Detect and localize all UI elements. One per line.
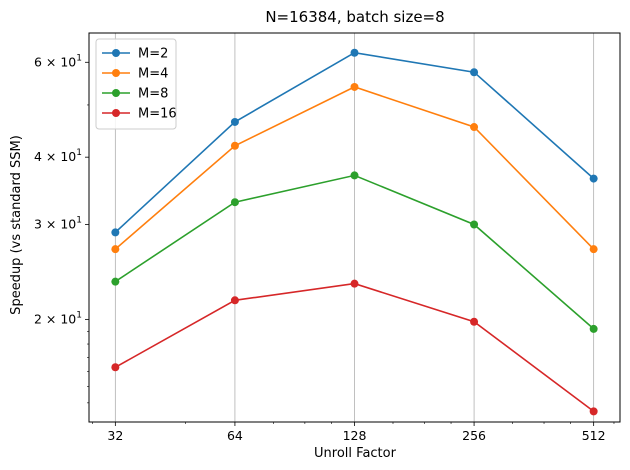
data-point — [470, 317, 479, 326]
legend-item[interactable]: M=8 — [102, 87, 168, 102]
legend-marker — [112, 89, 120, 97]
chart-title: N=16384, batch size=8 — [265, 8, 444, 26]
y-tick-label: 4 × 101 — [34, 148, 82, 164]
data-point — [350, 48, 359, 57]
y-axis-label: Speedup (vs standard SSM) — [9, 135, 24, 315]
data-point — [111, 228, 120, 237]
y-tick-label: 6 × 101 — [34, 53, 82, 69]
legend[interactable]: M=2 M=4 M=8 M=16 — [95, 38, 177, 130]
data-point — [350, 279, 359, 288]
legend-label: M=4 — [138, 67, 168, 82]
axis-ticks: 32 64 128 256 512 2 × 101 3 × 101 4 × 101 6 × 10… — [34, 53, 615, 443]
x-axis-label: Unroll Factor — [314, 446, 397, 461]
data-point — [350, 171, 359, 180]
x-tick-label: 128 — [343, 428, 367, 443]
x-tick-label: 64 — [227, 428, 243, 443]
legend-marker — [112, 109, 120, 117]
legend-label: M=2 — [138, 47, 168, 62]
data-point — [230, 296, 239, 305]
legend-label: M=8 — [138, 87, 168, 102]
data-point — [111, 363, 120, 372]
data-point — [589, 324, 598, 333]
grid — [114, 33, 595, 422]
legend-item[interactable]: M=16 — [102, 107, 177, 122]
data-point — [230, 141, 239, 150]
data-point — [230, 198, 239, 207]
data-point — [589, 245, 598, 254]
data-point — [470, 123, 479, 132]
data-point — [589, 407, 598, 416]
data-point — [111, 245, 120, 254]
x-tick-label: 256 — [462, 428, 486, 443]
legend-box — [95, 38, 177, 130]
x-tick-label: 32 — [107, 428, 123, 443]
data-point — [230, 117, 239, 126]
legend-marker — [112, 69, 120, 77]
legend-label: M=16 — [138, 107, 177, 122]
x-tick-label: 512 — [582, 428, 606, 443]
data-point — [350, 82, 359, 91]
legend-item[interactable]: M=4 — [102, 67, 168, 82]
data-point — [470, 220, 479, 229]
y-tick-label: 2 × 101 — [34, 310, 82, 326]
data-point — [589, 174, 598, 183]
data-point — [470, 68, 479, 77]
legend-marker — [112, 49, 120, 57]
legend-item[interactable]: M=2 — [102, 47, 168, 62]
series-group — [111, 48, 598, 416]
y-tick-label: 3 × 101 — [34, 215, 82, 231]
data-point — [111, 277, 120, 286]
